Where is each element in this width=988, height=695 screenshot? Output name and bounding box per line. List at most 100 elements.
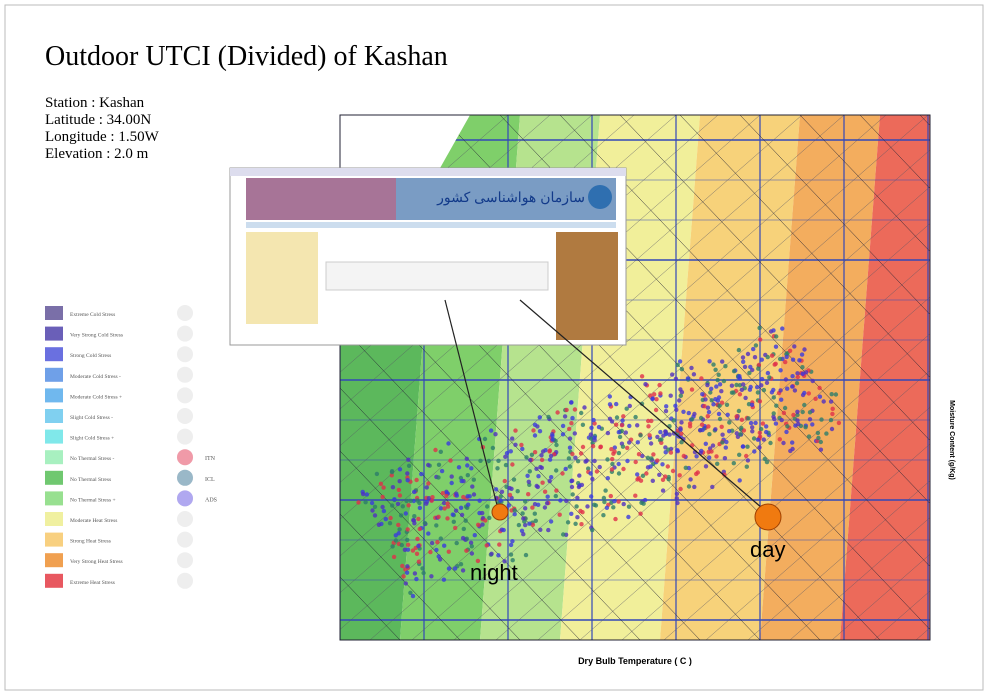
sample-point <box>713 427 718 432</box>
sample-point <box>729 383 735 388</box>
sample-point <box>560 423 566 429</box>
grid-line <box>411 115 930 640</box>
sample-point <box>651 452 656 457</box>
sample-point <box>452 566 458 571</box>
sample-point <box>722 456 728 461</box>
sample-point <box>675 362 680 368</box>
sample-point <box>589 425 594 430</box>
sample-point <box>703 464 709 469</box>
sample-point <box>602 499 607 505</box>
sample-point <box>692 411 697 417</box>
sample-point <box>759 383 764 388</box>
grid-line <box>663 115 930 640</box>
sample-point <box>472 533 477 538</box>
sample-point <box>640 453 645 459</box>
sample-point <box>510 462 515 467</box>
sample-point <box>755 437 761 442</box>
sample-point <box>715 461 720 466</box>
sample-point <box>806 391 811 396</box>
sample-point <box>795 374 800 380</box>
sample-point <box>416 543 421 549</box>
sample-point <box>614 401 619 407</box>
sample-point <box>674 491 680 496</box>
grid-line <box>679 115 930 640</box>
sample-point <box>787 348 793 353</box>
marker-swatch <box>177 552 193 569</box>
overlay-flag <box>246 178 396 220</box>
sample-point <box>612 449 617 454</box>
sample-point <box>795 409 800 414</box>
marker-swatch <box>177 428 193 445</box>
grid-line <box>579 115 930 640</box>
sample-point <box>713 367 718 372</box>
sample-point <box>673 376 679 381</box>
sample-point <box>402 547 408 552</box>
sample-point <box>513 428 518 433</box>
sample-point <box>403 511 408 516</box>
grid-line <box>559 115 930 640</box>
sample-point <box>592 502 597 507</box>
sample-point <box>623 430 628 435</box>
sample-point <box>773 421 779 426</box>
sample-point <box>537 415 542 420</box>
sample-point <box>737 478 742 483</box>
sample-point <box>649 418 654 424</box>
sample-point <box>706 409 712 415</box>
sample-point <box>604 505 610 510</box>
sample-point <box>740 444 746 449</box>
sample-point <box>670 372 675 377</box>
grid-line <box>340 115 761 640</box>
sample-point <box>390 503 395 508</box>
sample-point <box>429 540 435 546</box>
sample-point <box>625 458 630 464</box>
sample-point <box>531 428 536 433</box>
sample-point <box>627 440 632 445</box>
sample-point <box>591 417 596 423</box>
sample-point <box>468 540 474 545</box>
sample-point <box>800 409 805 415</box>
marker-swatch <box>177 469 193 486</box>
sample-point <box>592 421 597 426</box>
grid-line <box>340 115 887 640</box>
sample-point <box>803 370 809 375</box>
sample-point <box>813 396 818 401</box>
sample-point <box>422 520 428 526</box>
sample-point <box>569 511 574 516</box>
sample-point <box>461 494 466 500</box>
sample-point <box>719 400 725 405</box>
sample-point <box>737 383 743 388</box>
sample-point <box>698 415 704 421</box>
sample-point <box>482 436 488 442</box>
website-overlay: سازمان هواشناسی کشور <box>229 167 627 346</box>
sample-point <box>764 429 769 435</box>
sample-point <box>707 359 712 364</box>
legend-swatch <box>45 388 63 403</box>
sample-point <box>410 548 416 553</box>
sample-point <box>633 493 638 498</box>
sample-point <box>654 397 659 402</box>
sample-point <box>540 480 545 485</box>
sample-point <box>716 411 722 417</box>
sample-point <box>408 498 413 503</box>
marker-swatch <box>177 490 193 507</box>
sample-point <box>458 505 464 510</box>
sample-point <box>612 445 617 450</box>
day-label: day <box>750 537 785 562</box>
sample-point <box>526 479 531 484</box>
sample-point <box>639 401 645 406</box>
sample-point <box>493 432 498 437</box>
sample-point <box>464 456 469 461</box>
sample-point <box>668 393 673 398</box>
sample-point <box>744 464 749 469</box>
legend-label: No Thermal Stress - <box>70 456 115 462</box>
sample-point <box>665 464 670 469</box>
sample-point <box>729 390 735 395</box>
grid-line <box>789 115 930 640</box>
sample-point <box>589 436 594 441</box>
sample-point <box>502 478 507 484</box>
sample-point <box>694 454 699 459</box>
sample-point <box>592 435 597 440</box>
grid-line <box>340 115 521 640</box>
sample-point <box>694 471 699 477</box>
marker-swatch <box>177 531 193 548</box>
